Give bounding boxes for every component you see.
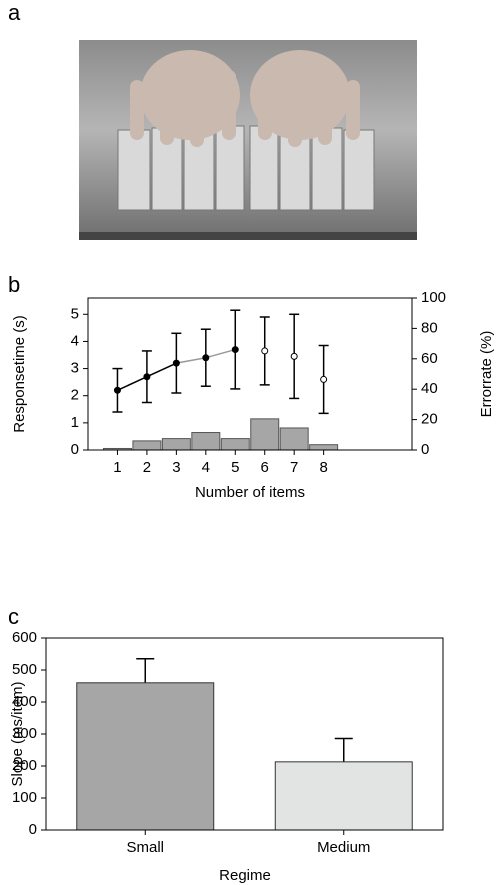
y2-axis-label: Errorrate (%) (478, 331, 495, 418)
x-tick-label: Small (126, 839, 164, 856)
x-tick-label: 3 (172, 459, 180, 476)
y2-tick-label: 80 (421, 319, 438, 336)
panel-label: c (8, 604, 19, 629)
line-segment (146, 362, 177, 378)
x-tick-label: Medium (317, 839, 370, 856)
photo (79, 40, 417, 240)
y2-tick-label: 100 (421, 289, 446, 306)
y2-tick-label: 60 (421, 350, 438, 367)
y-tick-label: 400 (12, 693, 37, 710)
y-tick-label: 100 (12, 789, 37, 806)
point (143, 373, 151, 381)
line-segment (205, 348, 236, 359)
x-tick-label: 4 (202, 459, 210, 476)
y-tick-label: 4 (71, 332, 79, 349)
point (320, 375, 328, 383)
y-tick-label: 200 (12, 757, 37, 774)
x-tick-label: 2 (143, 459, 151, 476)
x-axis-label: Regime (219, 867, 271, 884)
point (113, 386, 121, 394)
line-segment (117, 376, 148, 391)
bar (161, 438, 191, 451)
line-segment (176, 356, 206, 364)
point (231, 346, 239, 354)
x-tick-label: 8 (319, 459, 327, 476)
y-tick-label: 0 (71, 441, 79, 458)
panel-label: b (8, 272, 20, 297)
x-tick-label: 1 (113, 459, 121, 476)
y-tick-label: 500 (12, 661, 37, 678)
y-tick-label: 5 (71, 305, 79, 322)
x-tick-label: 5 (231, 459, 239, 476)
y-axis-label: Slope (ms/item) (9, 681, 26, 786)
x-tick-label: 7 (290, 459, 298, 476)
bar (132, 440, 162, 451)
y-tick-label: 0 (29, 821, 37, 838)
y-tick-label: 1 (71, 414, 79, 431)
bar (309, 444, 339, 451)
point (202, 354, 210, 362)
y2-tick-label: 0 (421, 441, 429, 458)
bar (274, 761, 413, 831)
y-tick-label: 600 (12, 629, 37, 646)
y-axis-label: Responsetime (s) (11, 315, 28, 433)
x-axis-label: Number of items (195, 484, 305, 501)
y2-tick-label: 20 (421, 411, 438, 428)
panel-label: a (8, 0, 21, 25)
x-tick-label: 6 (261, 459, 269, 476)
plot-frame (45, 637, 444, 831)
point (261, 347, 269, 355)
bar (191, 432, 221, 451)
y2-tick-label: 40 (421, 380, 438, 397)
bar (220, 438, 250, 451)
bar (279, 427, 309, 451)
point (172, 359, 180, 367)
y-tick-label: 3 (71, 360, 79, 377)
y-tick-label: 2 (71, 387, 79, 404)
point (290, 352, 298, 360)
y-tick-label: 300 (12, 725, 37, 742)
bar (250, 418, 280, 451)
bar (76, 682, 215, 831)
plot-frame (87, 297, 413, 451)
